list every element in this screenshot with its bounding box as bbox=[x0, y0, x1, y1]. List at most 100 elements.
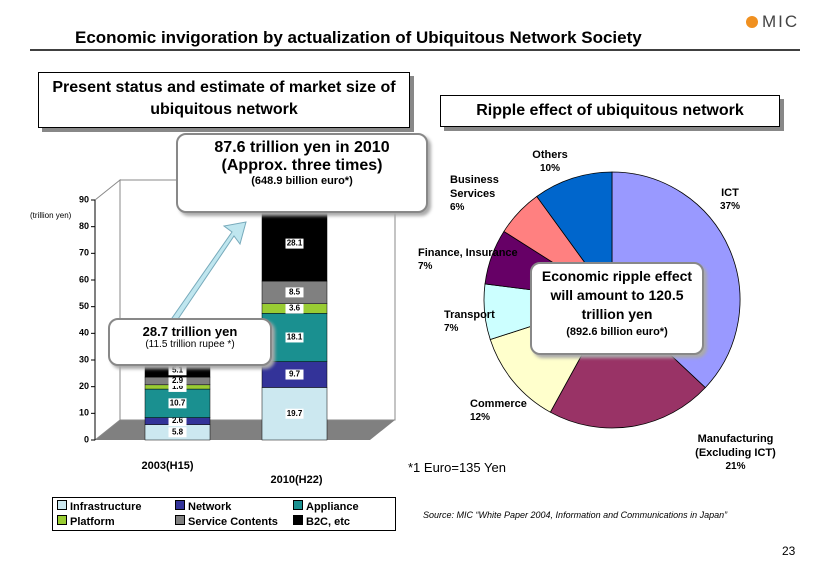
pie-category: Business Services bbox=[450, 174, 499, 200]
pie-label: Transport 7% bbox=[444, 308, 514, 336]
pie-category: Commerce bbox=[470, 398, 527, 410]
data-label-bg bbox=[168, 427, 187, 438]
legend-label: Infrastructure bbox=[70, 501, 142, 513]
slide-title: Economic invigoration by actualization o… bbox=[75, 28, 642, 47]
legend-label: Platform bbox=[70, 516, 115, 528]
data-label: 8.5 bbox=[289, 288, 301, 297]
pie-slice bbox=[549, 299, 706, 429]
pie-value: 21% bbox=[725, 461, 746, 472]
y-tick-label: 90 bbox=[79, 194, 89, 204]
x-tick-label: 2010(H22) bbox=[271, 474, 323, 486]
callout: Economic ripple effect will amount to 12… bbox=[530, 262, 704, 355]
pie-value: 37% bbox=[719, 201, 740, 212]
side-wall bbox=[94, 178, 121, 442]
data-label: 18.1 bbox=[287, 333, 303, 342]
data-label: 1.6 bbox=[172, 382, 184, 391]
y-tick-label: 50 bbox=[79, 301, 89, 311]
data-label: 19.7 bbox=[287, 409, 303, 418]
bar-chart-title: Present status and estimate of market si… bbox=[38, 72, 410, 128]
y-tick-label: 0 bbox=[84, 434, 89, 444]
data-label-bg bbox=[168, 398, 187, 409]
data-label-bg bbox=[285, 369, 304, 380]
pie-label: Finance, Insurance 7% bbox=[418, 246, 538, 274]
legend-swatch bbox=[175, 500, 185, 510]
legend-item: Appliance bbox=[293, 500, 359, 513]
callout-line: Economic ripple effect will amount to 12… bbox=[541, 268, 693, 322]
legend-item: Network bbox=[175, 500, 231, 513]
y-tick-label: 60 bbox=[79, 274, 89, 284]
pie-label: ICT 37% bbox=[700, 186, 760, 214]
pie-value: 7% bbox=[418, 261, 433, 272]
data-label: 2.6 bbox=[172, 416, 184, 425]
y-tick-label: 80 bbox=[79, 221, 89, 231]
pie-label: Manufacturing (Excluding ICT) 21% bbox=[678, 432, 793, 474]
callout-2010: 87.6 trillion yen in 2010 (Approx. three… bbox=[176, 133, 428, 213]
data-label: 28.1 bbox=[287, 239, 303, 248]
data-label: 5.1 bbox=[172, 365, 184, 374]
logo: MIC bbox=[762, 12, 800, 31]
y-axis-label: (trillion yen) bbox=[30, 211, 72, 220]
footnote: *1 Euro=135 Yen bbox=[408, 460, 506, 475]
data-label-bg bbox=[168, 365, 187, 376]
data-label: 5.8 bbox=[172, 427, 184, 436]
x-tick-label: 2003(H15) bbox=[142, 460, 194, 472]
pie-category: Finance, Insurance bbox=[418, 247, 518, 259]
y-tick-label: 70 bbox=[79, 248, 89, 258]
data-label-bg bbox=[285, 408, 304, 419]
floor bbox=[95, 420, 395, 440]
data-label-bg bbox=[168, 381, 187, 392]
pie-label: Others 10% bbox=[520, 148, 580, 176]
callout-line: (Approx. three times) bbox=[221, 157, 383, 174]
y-tick-label: 40 bbox=[79, 328, 89, 338]
legend-swatch bbox=[57, 500, 67, 510]
callout-2003: 28.7 trillion yen (11.5 trillion rupee *… bbox=[108, 318, 272, 366]
pie-value: 6% bbox=[450, 202, 465, 213]
legend-item: B2C, etc bbox=[293, 515, 350, 528]
legend-label: Service Contents bbox=[188, 516, 278, 528]
data-label: 2.9 bbox=[172, 376, 184, 385]
logo-mark bbox=[746, 16, 758, 28]
pie-category: Others bbox=[532, 149, 568, 161]
data-label-bg bbox=[168, 375, 187, 386]
legend-item: Infrastructure bbox=[57, 500, 142, 513]
data-label-bg bbox=[285, 287, 304, 298]
y-tick-label: 10 bbox=[79, 408, 89, 418]
y-tick-label: 30 bbox=[79, 354, 89, 364]
callout-line: (11.5 trillion rupee *) bbox=[145, 339, 235, 350]
legend: Infrastructure Network Appliance Platform Se… bbox=[52, 497, 396, 531]
legend-swatch bbox=[293, 500, 303, 510]
pie-value: 10% bbox=[539, 163, 560, 174]
pie-category: ICT bbox=[721, 187, 739, 199]
legend-swatch bbox=[175, 515, 185, 525]
pie-chart-title: Ripple effect of ubiquitous network bbox=[440, 95, 780, 127]
pie-category: Manufacturing (Excluding ICT) bbox=[695, 433, 776, 459]
pie-value: 7% bbox=[444, 323, 459, 334]
page-number: 23 bbox=[782, 544, 796, 558]
pie-value: 12% bbox=[470, 412, 491, 423]
data-label-bg bbox=[285, 238, 304, 249]
source: Source: MIC “White Paper 2004, Informati… bbox=[423, 510, 728, 520]
legend-label: Appliance bbox=[306, 501, 359, 513]
y-tick-label: 20 bbox=[79, 381, 89, 391]
data-label-bg bbox=[285, 332, 304, 343]
callout-line: 87.6 trillion yen in 2010 bbox=[214, 139, 390, 156]
pie-label: Business Services 6% bbox=[450, 173, 520, 215]
legend-item: Platform bbox=[57, 515, 115, 528]
data-label: 3.6 bbox=[289, 304, 301, 313]
pie-label: Commerce 12% bbox=[470, 397, 560, 425]
legend-swatch bbox=[293, 515, 303, 525]
legend-swatch bbox=[57, 515, 67, 525]
data-label-bg bbox=[285, 303, 304, 314]
pie-category: Transport bbox=[444, 309, 495, 321]
data-label-bg bbox=[168, 416, 187, 427]
callout-line: (892.6 billion euro*) bbox=[566, 326, 668, 338]
growth-arrow bbox=[171, 221, 247, 323]
legend-label: Network bbox=[188, 501, 232, 513]
data-label: 10.7 bbox=[170, 398, 186, 407]
data-label: 9.7 bbox=[289, 370, 301, 379]
callout-line: (648.9 billion euro*) bbox=[251, 175, 353, 187]
legend-label: B2C, etc bbox=[306, 516, 351, 528]
legend-item: Service Contents bbox=[175, 515, 278, 528]
